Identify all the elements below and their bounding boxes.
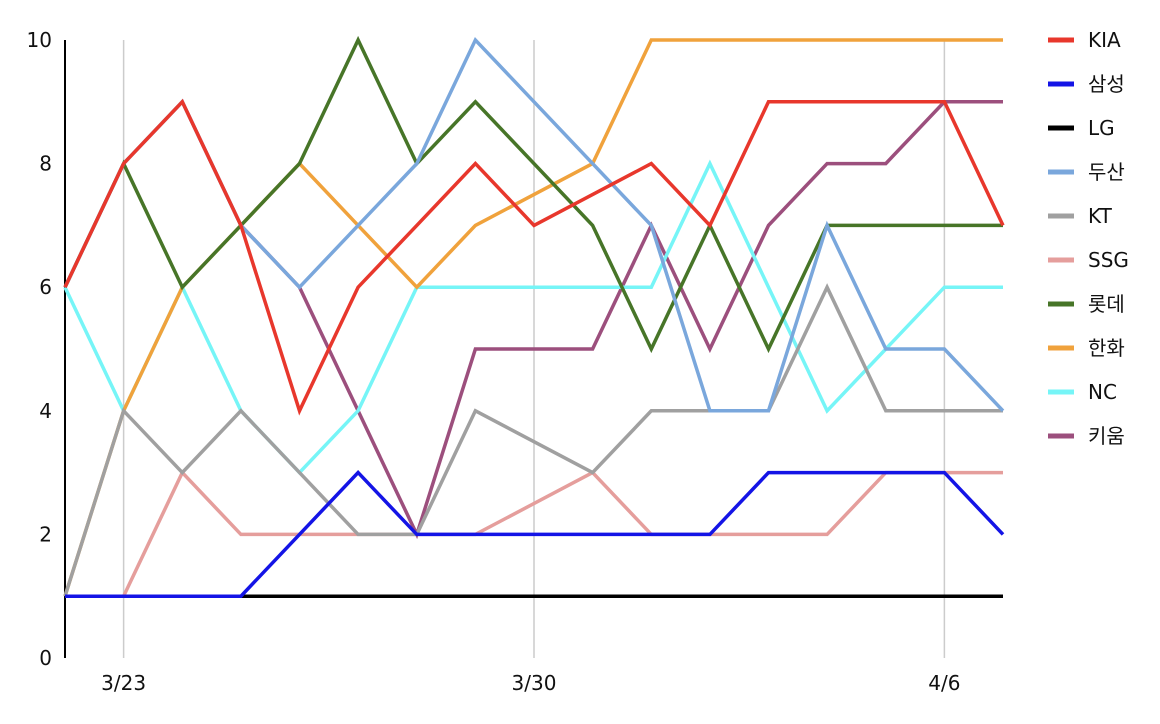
x-tick-label: 3/23: [101, 671, 146, 695]
x-tick-label: 3/30: [512, 671, 557, 695]
legend-item: 삼성: [1048, 72, 1125, 96]
legend-label: 두산: [1088, 160, 1125, 184]
legend-item: NC: [1048, 380, 1117, 404]
legend-label: KIA: [1088, 28, 1121, 52]
axes: 3/23 3/30 4/6 0 2 4 6 8 10: [27, 28, 961, 695]
series-lines: [63, 35, 1005, 598]
y-tick-label: 2: [39, 522, 52, 546]
series-line-롯데: [63, 35, 1003, 354]
legend-label: LG: [1088, 116, 1115, 140]
series-line-삼성: [65, 470, 1005, 598]
legend-item: KIA: [1048, 28, 1121, 52]
legend-label: 삼성: [1088, 72, 1125, 96]
series-line-NC: [63, 159, 1003, 476]
y-tick-label: 10: [27, 28, 52, 52]
legend-label: 키움: [1088, 424, 1125, 448]
y-tick-label: 4: [39, 399, 52, 423]
legend-item: 한화: [1048, 336, 1125, 360]
series-line-KT: [63, 283, 1003, 597]
legend-label: NC: [1088, 380, 1117, 404]
legend-item: 두산: [1048, 160, 1125, 184]
legend-item: KT: [1048, 204, 1113, 228]
legend-item: SSG: [1048, 248, 1129, 272]
legend-label: KT: [1088, 204, 1113, 228]
series-line-SSG: [65, 469, 1003, 598]
y-tick-label: 0: [39, 646, 52, 670]
x-tick-label: 4/6: [928, 671, 960, 695]
series-line-KIA: [63, 98, 1005, 416]
y-tick-label: 6: [39, 275, 52, 299]
legend-item: LG: [1048, 116, 1115, 140]
y-tick-label: 8: [39, 152, 52, 176]
legend-label: 한화: [1088, 336, 1125, 360]
legend-item: 키움: [1048, 424, 1125, 448]
legend-item: 롯데: [1048, 292, 1125, 316]
legend-label: SSG: [1088, 248, 1129, 272]
legend-label: 롯데: [1088, 292, 1125, 316]
